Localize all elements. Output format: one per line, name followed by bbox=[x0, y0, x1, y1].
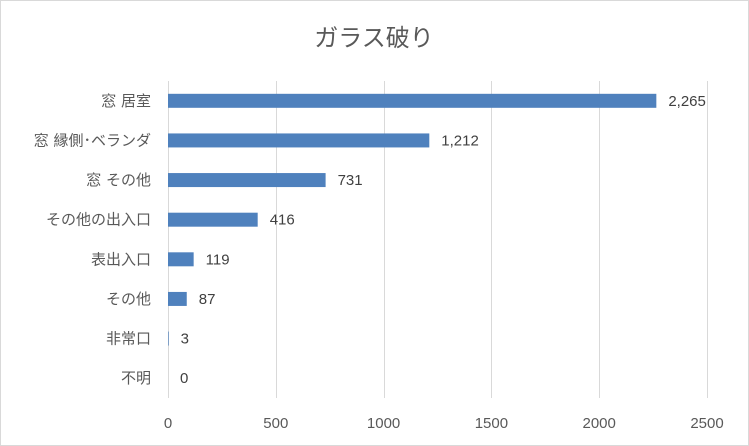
bar bbox=[168, 133, 430, 148]
data-label: 416 bbox=[270, 212, 295, 229]
bar bbox=[168, 252, 194, 267]
bar bbox=[168, 291, 187, 306]
data-label: 2,265 bbox=[668, 93, 706, 110]
chart-title: ガラス破り bbox=[314, 24, 434, 52]
x-tick-label: 2500 bbox=[690, 415, 723, 432]
data-label: 731 bbox=[338, 172, 363, 189]
category-label: その他 bbox=[106, 290, 151, 308]
data-label: 119 bbox=[206, 251, 230, 268]
data-label: 87 bbox=[199, 291, 216, 308]
category-label: 窓 その他 bbox=[86, 171, 151, 189]
data-label: 1,212 bbox=[441, 132, 479, 149]
x-tick-label: 500 bbox=[263, 415, 288, 432]
category-label: 不明 bbox=[121, 369, 151, 387]
category-label: 窓 居室 bbox=[101, 92, 151, 110]
gridlines bbox=[168, 81, 708, 398]
category-label: 表出入口 bbox=[91, 250, 151, 268]
category-label: 窓 縁側･ベランダ bbox=[34, 131, 151, 149]
x-tick-label: 1500 bbox=[475, 415, 508, 432]
x-tick-label: 1000 bbox=[367, 415, 400, 432]
category-label: 非常口 bbox=[106, 330, 151, 348]
bar bbox=[168, 212, 258, 227]
category-label: その他の出入口 bbox=[46, 211, 151, 229]
bar bbox=[168, 331, 169, 346]
bar bbox=[168, 93, 657, 108]
x-tick-labels: 0 500 1000 1500 2000 2500 bbox=[164, 415, 724, 432]
x-tick-label: 2000 bbox=[583, 415, 616, 432]
data-label: 0 bbox=[180, 370, 188, 387]
bars bbox=[168, 93, 657, 346]
data-labels: 2,265 1,212 731 416 119 87 3 0 bbox=[180, 93, 706, 387]
bar bbox=[168, 173, 326, 188]
data-label: 3 bbox=[181, 331, 189, 348]
x-tick-label: 0 bbox=[164, 415, 172, 432]
